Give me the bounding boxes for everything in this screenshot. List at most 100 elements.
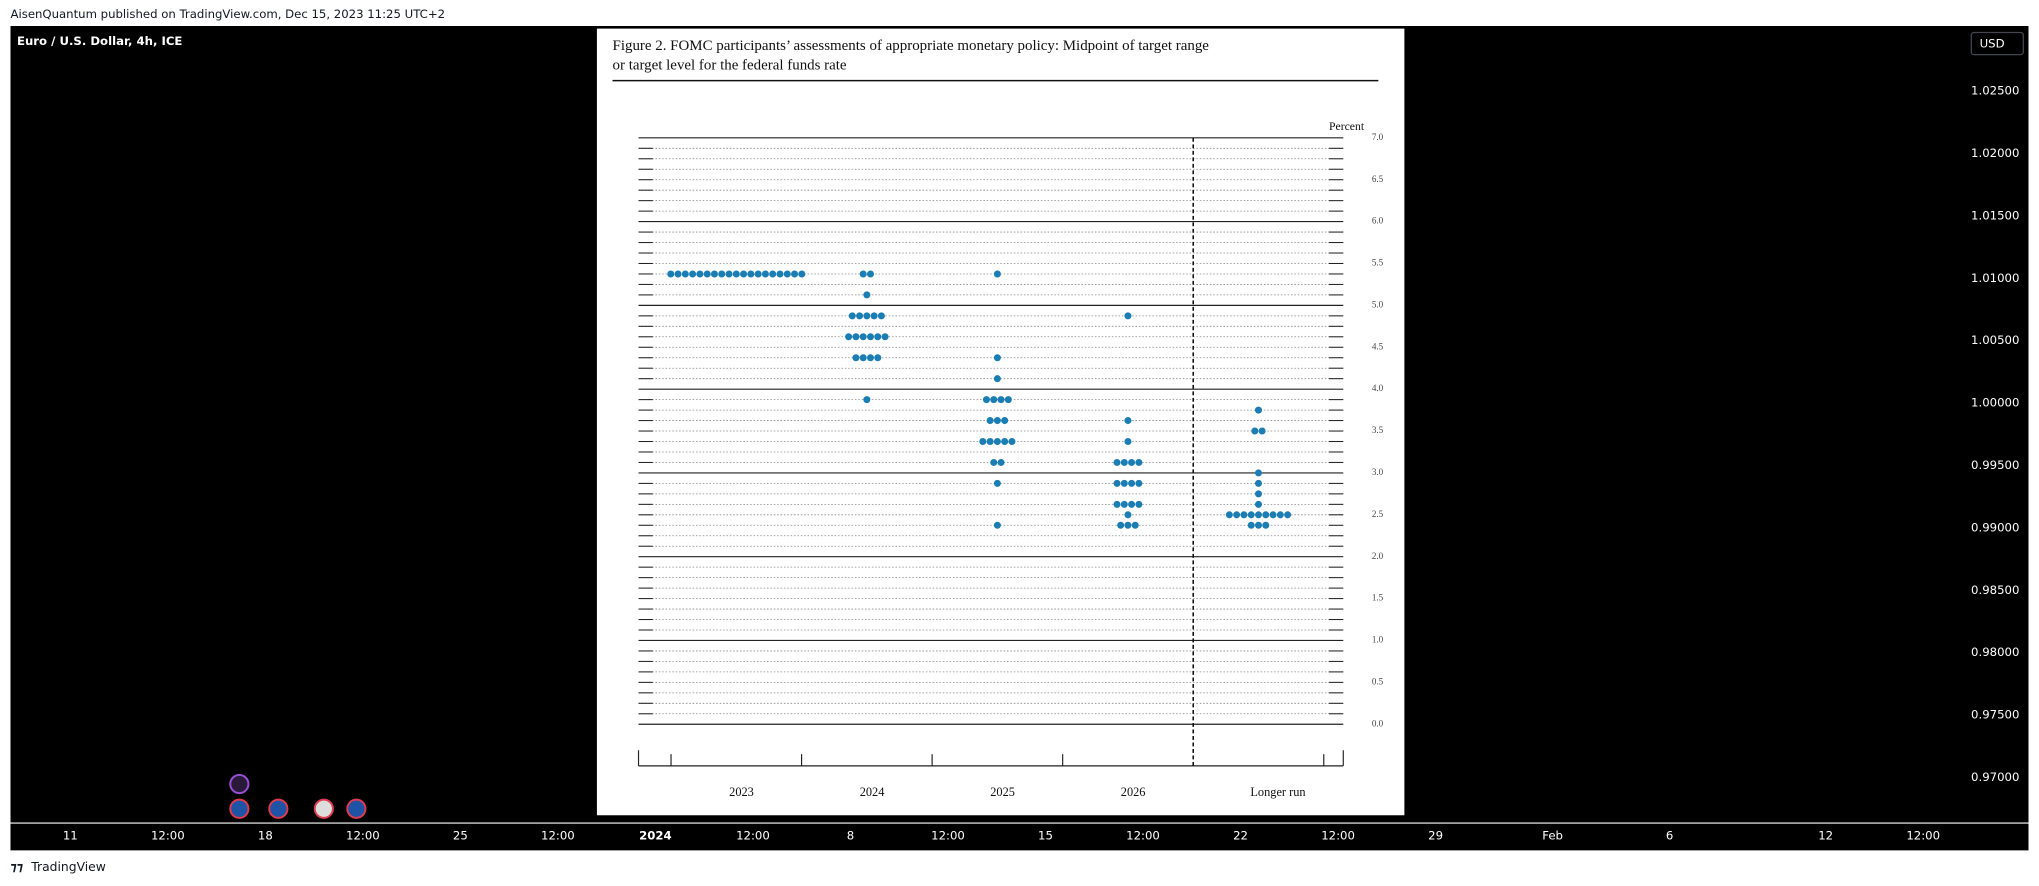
dot [1001, 417, 1009, 425]
x-tick-label: 2025 [990, 785, 1015, 799]
price-label: 0.99000 [1971, 520, 2019, 534]
dot [1262, 511, 1270, 519]
time-label: 11 [63, 829, 78, 843]
y-tick-label: 1.0 [1372, 635, 1384, 645]
dot [725, 270, 733, 278]
y-tick-label: 5.0 [1372, 299, 1384, 309]
y-tick-label: 3.5 [1372, 425, 1384, 435]
dot [1254, 490, 1262, 498]
dot [1128, 500, 1136, 508]
price-label: 0.98500 [1971, 583, 2019, 597]
dot [1269, 511, 1277, 519]
event-icon[interactable] [229, 798, 250, 819]
title-line: Figure 2. FOMC participants’ assessments… [613, 38, 1210, 54]
price-label: 1.01000 [1971, 271, 2019, 285]
price-label: 0.97500 [1971, 708, 2019, 722]
dot [1225, 511, 1233, 519]
dot [859, 354, 867, 362]
dot [863, 291, 871, 299]
event-icon[interactable] [229, 773, 250, 795]
y-axis-label: Percent [1329, 120, 1365, 133]
time-label: 12:00 [1126, 829, 1160, 843]
time-label: 6 [1666, 829, 1673, 843]
dot [1135, 500, 1143, 508]
dot [1120, 458, 1128, 466]
dot [710, 270, 718, 278]
dot [1113, 458, 1121, 466]
dot [1128, 479, 1136, 487]
event-icons [229, 773, 367, 819]
dot [667, 270, 675, 278]
time-label: 12:00 [151, 829, 185, 843]
time-label: Feb [1542, 829, 1563, 843]
time-label: 12:00 [346, 829, 380, 843]
dot [1124, 312, 1132, 320]
price-label: 1.02000 [1971, 146, 2019, 160]
dot [1113, 500, 1121, 508]
y-tick-label: 7.0 [1372, 132, 1384, 142]
dot [1254, 500, 1262, 508]
brand: TradingView [30, 860, 106, 874]
dot [863, 396, 871, 404]
dot [997, 458, 1005, 466]
dot [993, 417, 1001, 425]
time-label: 12:00 [1906, 829, 1940, 843]
event-icon[interactable] [268, 798, 289, 819]
dot [1240, 511, 1248, 519]
event-icon[interactable] [313, 798, 334, 819]
dot [1262, 521, 1270, 529]
dot [986, 417, 994, 425]
time-label: 15 [1038, 829, 1053, 843]
dot [877, 312, 885, 320]
dot [866, 333, 875, 341]
time-label: 12:00 [541, 829, 575, 843]
price-label: 0.98000 [1971, 645, 2019, 659]
currency-button[interactable] [1970, 31, 2024, 56]
dot [993, 521, 1001, 529]
x-tick-label: 2024 [860, 785, 885, 799]
time-label: 12:00 [736, 829, 770, 843]
y-tick-label: 3.0 [1372, 467, 1384, 477]
dot [986, 437, 994, 446]
price-label: 1.01500 [1971, 208, 2019, 222]
y-tick-label: 0.5 [1372, 676, 1384, 686]
dot [761, 270, 769, 278]
time-label: 25 [453, 829, 468, 843]
y-tick-label: 6.5 [1372, 174, 1384, 184]
price-label: 0.99500 [1971, 458, 2019, 472]
dot [1001, 437, 1009, 446]
dot [990, 396, 998, 404]
dot [852, 333, 860, 341]
dot [1247, 521, 1255, 529]
event-icon[interactable] [346, 798, 367, 819]
dot [874, 354, 882, 362]
publish-info: AisenQuantum published on TradingView.co… [10, 7, 445, 21]
dot [783, 270, 791, 278]
dot [1124, 437, 1132, 446]
dot [1117, 521, 1125, 529]
chart-title: Figure 2. FOMC participants’ assessments… [613, 38, 1210, 74]
dot [718, 270, 726, 278]
dot [696, 270, 704, 278]
dot [993, 437, 1001, 446]
dot [791, 270, 799, 278]
dot [1233, 511, 1241, 519]
figure-image [596, 28, 1405, 816]
dot [990, 458, 998, 466]
dot [859, 270, 867, 278]
dot [863, 312, 871, 320]
dot [1113, 479, 1121, 487]
dot [747, 270, 755, 278]
y-tick-label: 1.5 [1372, 593, 1384, 603]
price-label: 1.00500 [1971, 333, 2019, 347]
currency-label[interactable]: USD [1980, 37, 2005, 51]
dot [982, 396, 990, 404]
dot [1135, 458, 1143, 466]
dot [856, 312, 864, 320]
time-label: 12 [1818, 829, 1833, 843]
dot [1254, 521, 1262, 529]
dot [848, 312, 856, 320]
time-axis [10, 823, 2029, 851]
